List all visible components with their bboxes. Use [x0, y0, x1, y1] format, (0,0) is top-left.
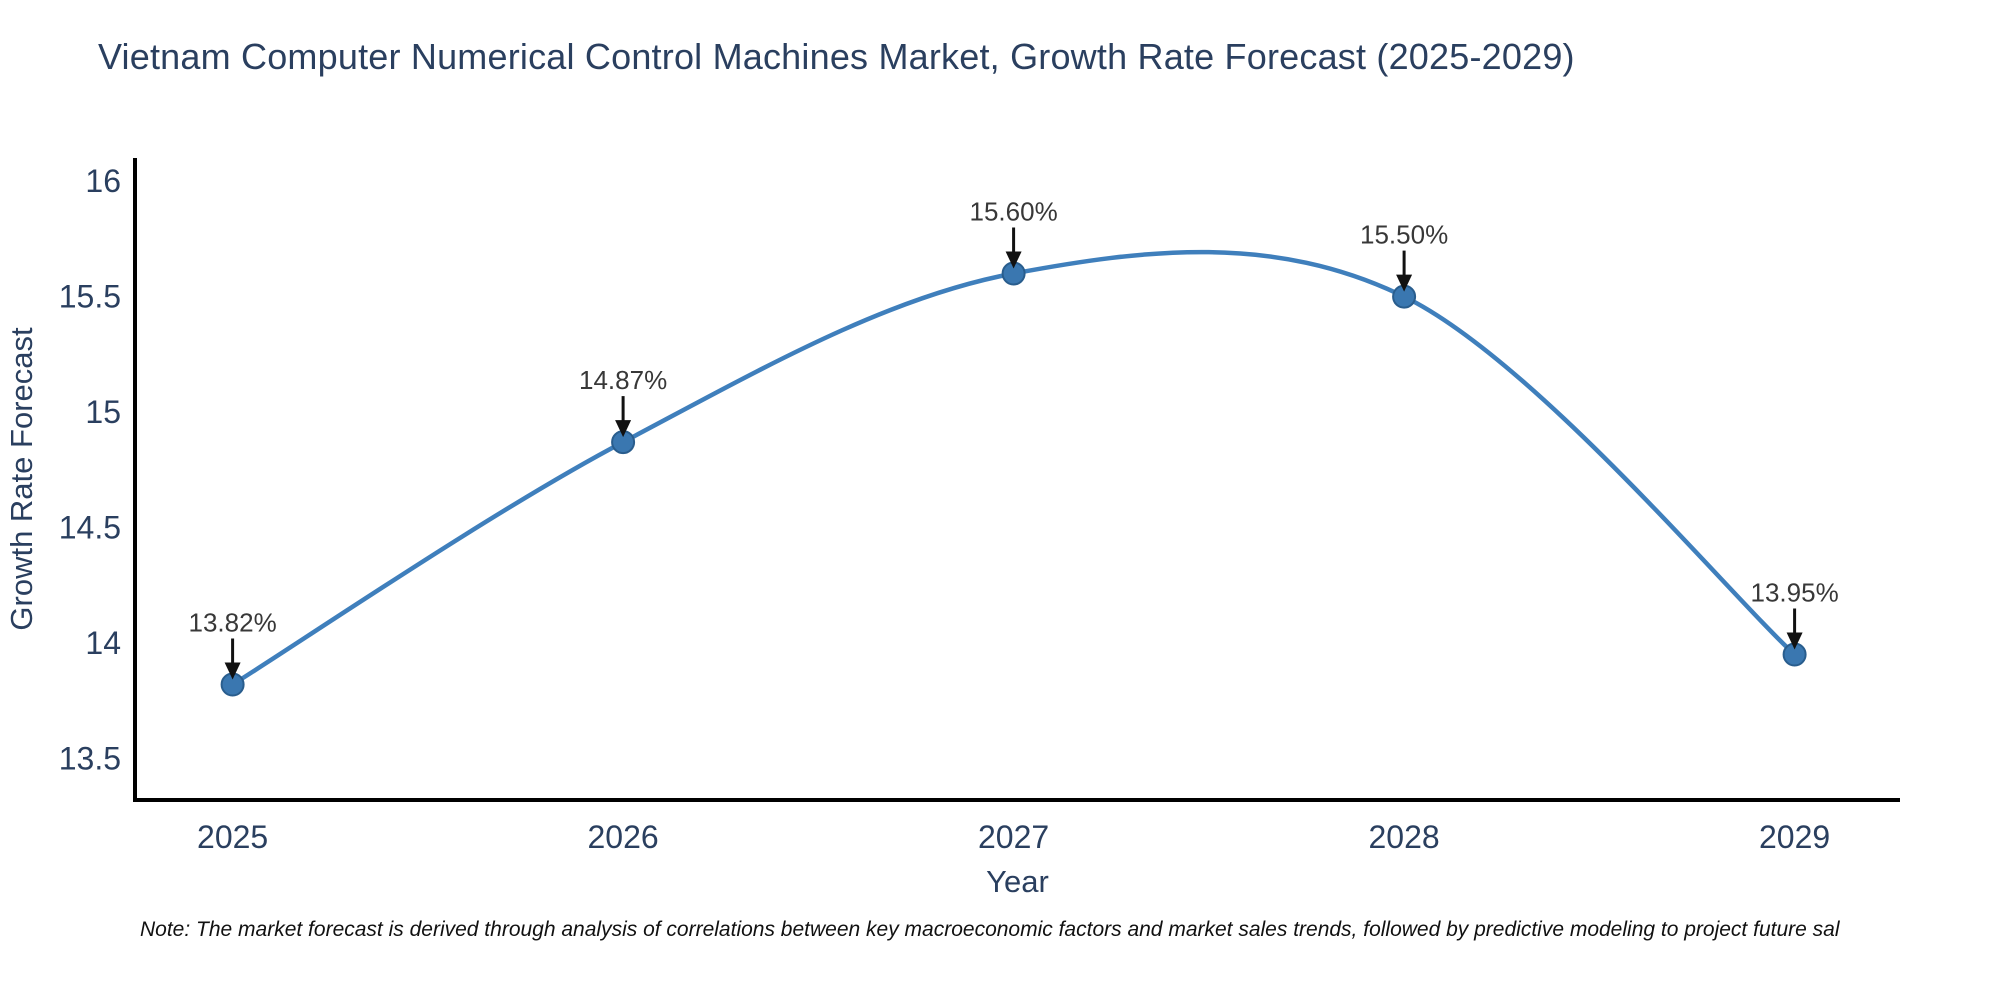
annotation-arrowhead-icon — [615, 420, 632, 438]
annotation-arrowhead-icon — [224, 662, 241, 680]
y-tick-label: 15 — [85, 394, 121, 430]
data-point-label: 13.82% — [189, 608, 277, 638]
x-axis-title: Year — [986, 864, 1049, 899]
y-tick-label: 16 — [85, 163, 121, 199]
annotation-arrowhead-icon — [1786, 632, 1803, 650]
chart-footnote: Note: The market forecast is derived thr… — [140, 918, 1840, 941]
y-axis-title: Growth Rate Forecast — [4, 327, 39, 631]
y-tick-label: 15.5 — [59, 279, 121, 315]
data-point-label: 14.87% — [579, 365, 667, 395]
x-tick-label: 2029 — [1759, 819, 1830, 855]
data-point-label: 13.95% — [1751, 578, 1839, 608]
forecast-line — [230, 249, 1797, 687]
x-tick-label: 2027 — [978, 819, 1049, 855]
data-point-label: 15.60% — [970, 197, 1058, 227]
x-tick-label: 2026 — [588, 819, 659, 855]
annotation-arrowhead-icon — [1396, 274, 1413, 292]
y-tick-label: 14 — [85, 625, 121, 661]
x-tick-label: 2025 — [197, 819, 268, 855]
chart-title: Vietnam Computer Numerical Control Machi… — [98, 36, 1575, 77]
annotation-arrowhead-icon — [1005, 251, 1022, 269]
data-point-label: 15.50% — [1360, 220, 1448, 250]
y-tick-label: 13.5 — [59, 740, 121, 776]
x-tick-label: 2028 — [1368, 819, 1439, 855]
y-tick-label: 14.5 — [59, 509, 121, 545]
